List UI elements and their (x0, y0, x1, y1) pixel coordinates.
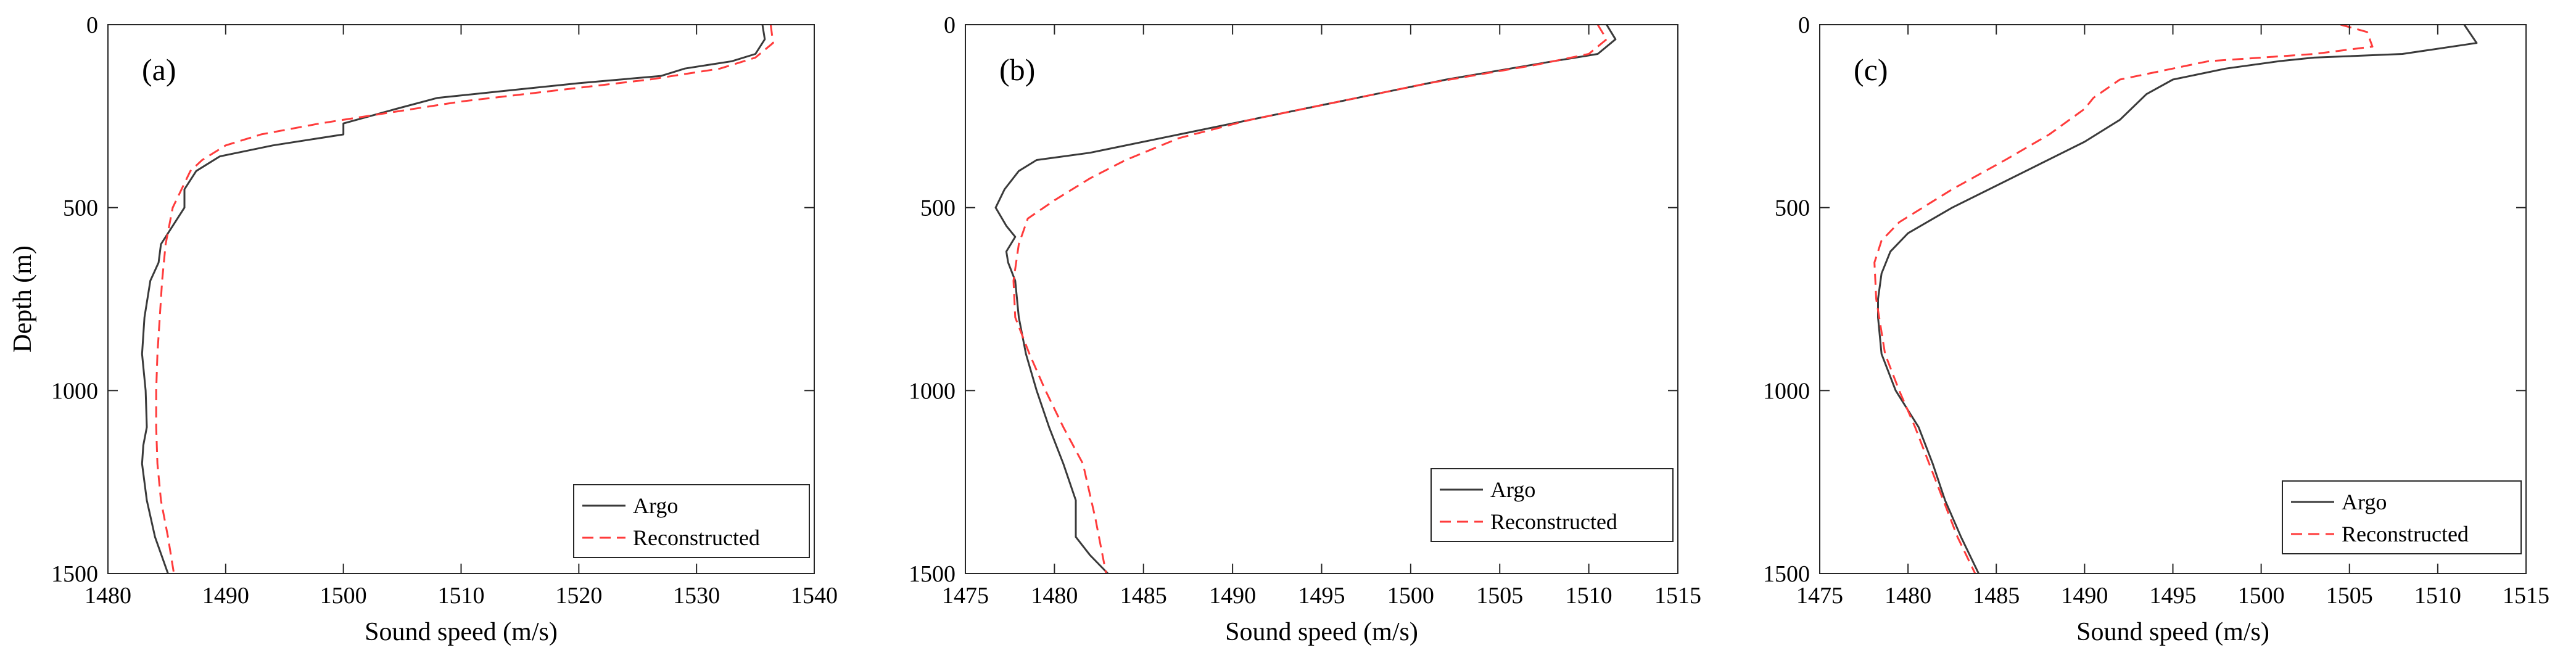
x-axis-title: Sound speed (m/s) (2076, 618, 2269, 646)
y-axis-title: Depth (m) (9, 245, 37, 353)
series-line-reconstructed (155, 25, 774, 574)
y-tick-label: 1500 (51, 561, 98, 587)
x-tick-label: 1540 (791, 583, 838, 609)
y-tick-label: 500 (1775, 195, 1810, 221)
legend: Argo Reconstructed (1430, 468, 1674, 542)
x-tick-label: 1495 (1298, 583, 1345, 609)
legend-box (573, 484, 810, 558)
legend-label-reconstructed: Reconstructed (1490, 509, 1617, 534)
x-tick-label: 1510 (2414, 583, 2461, 609)
x-tick-label: 1495 (2150, 583, 2197, 609)
legend-box (1430, 468, 1674, 542)
y-tick-label: 1000 (51, 378, 98, 404)
series-line-reconstructed (1873, 25, 2374, 574)
x-tick-label: 1520 (555, 583, 602, 609)
y-tick-label: 1500 (1763, 561, 1810, 587)
legend: Argo Reconstructed (573, 484, 810, 558)
y-tick-label: 0 (86, 12, 98, 38)
legend-box (2282, 480, 2522, 554)
legend: Argo Reconstructed (2282, 480, 2522, 554)
x-tick-label: 1510 (438, 583, 485, 609)
legend-label-argo: Argo (2342, 490, 2387, 514)
x-tick-label: 1515 (1654, 583, 1701, 609)
panel-label: (b) (999, 52, 1035, 87)
x-tick-label: 1505 (1476, 583, 1523, 609)
y-tick-label: 0 (1798, 12, 1810, 38)
x-tick-label: 1510 (1566, 583, 1612, 609)
legend-label-reconstructed: Reconstructed (2342, 522, 2469, 546)
x-tick-label: 1480 (85, 583, 131, 609)
legend-label-argo: Argo (1490, 477, 1535, 502)
x-tick-label: 1500 (2238, 583, 2285, 609)
x-tick-label: 1500 (320, 583, 367, 609)
x-tick-label: 1485 (1120, 583, 1167, 609)
chart-panel-1: 1480 1490 1500 1510 1520 1530 1540 0 500 1000 1500… (9, 12, 838, 646)
plot-lines (1873, 25, 2478, 574)
x-tick-label: 1490 (2061, 583, 2108, 609)
x-tick-label: 1480 (1885, 583, 1931, 609)
x-tick-label: 1505 (2326, 583, 2373, 609)
panel-label: (a) (142, 52, 176, 87)
x-tick-label: 1485 (1973, 583, 2020, 609)
y-tick-label: 0 (944, 12, 956, 38)
x-axis-title: Sound speed (m/s) (365, 618, 558, 646)
series-line-argo (1877, 25, 2478, 574)
legend-label-argo: Argo (633, 493, 678, 518)
x-tick-label: 1500 (1387, 583, 1434, 609)
plot-lines (141, 25, 774, 574)
y-tick-label: 500 (63, 195, 98, 221)
y-tick-label: 1000 (1763, 378, 1810, 404)
x-tick-label: 1475 (1796, 583, 1843, 609)
plot-lines (994, 25, 1617, 574)
x-tick-label: 1490 (1209, 583, 1256, 609)
panel-label: (c) (1854, 52, 1888, 87)
x-tick-label: 1490 (202, 583, 249, 609)
y-tick-label: 500 (920, 195, 956, 221)
x-tick-label: 1480 (1031, 583, 1078, 609)
x-tick-label: 1475 (942, 583, 989, 609)
y-tick-label: 1000 (909, 378, 956, 404)
series-line-reconstructed (1012, 25, 1608, 574)
legend-label-reconstructed: Reconstructed (633, 525, 760, 550)
chart-panel-3: 1475 1480 1485 1490 1495 1500 1505 1510 1515 0 500… (1763, 12, 2549, 646)
x-tick-label: 1530 (673, 583, 720, 609)
y-tick-label: 1500 (909, 561, 956, 587)
x-axis-title: Sound speed (m/s) (1225, 618, 1418, 646)
chart-panel-2: 1475 1480 1485 1490 1495 1500 1505 1510 1515 0 500… (909, 12, 1701, 646)
series-line-argo (141, 25, 766, 574)
x-tick-label: 1515 (2503, 583, 2549, 609)
